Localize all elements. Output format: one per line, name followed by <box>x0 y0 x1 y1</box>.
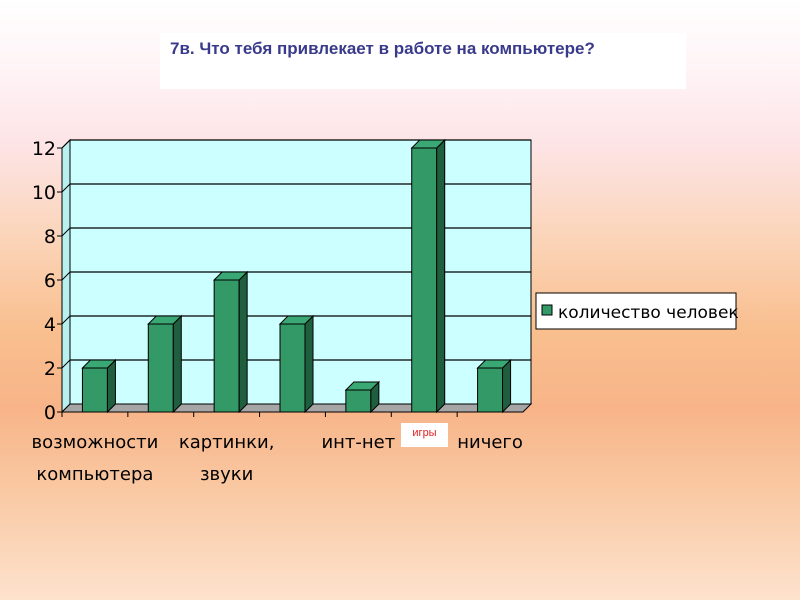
bar <box>147 323 174 413</box>
y-tick-label: 2 <box>44 358 56 380</box>
bar-side <box>106 358 116 414</box>
bar-side <box>238 270 248 414</box>
gridline-side <box>61 183 71 193</box>
bar-top <box>147 315 183 325</box>
category-label: картинки, <box>179 432 275 453</box>
bar-top <box>344 381 381 391</box>
bar-top <box>476 359 512 369</box>
bar-top <box>410 139 446 149</box>
gridline-side <box>61 359 71 369</box>
legend-label: количество человек <box>558 303 739 323</box>
y-tick-label: 10 <box>32 182 56 204</box>
gridline-side <box>61 139 71 149</box>
bar <box>213 279 240 413</box>
bar-top <box>81 359 117 369</box>
page-title: 7в. Что тебя привлекает в работе на комп… <box>170 39 595 58</box>
bar-side <box>502 358 512 414</box>
y-tick-label: 6 <box>44 270 56 292</box>
gridline-side <box>61 315 71 325</box>
title-box: 7в. Что тебя привлекает в работе на комп… <box>160 33 686 89</box>
bar-top <box>212 271 249 281</box>
bar <box>81 367 108 413</box>
bar-side <box>172 314 182 414</box>
legend-swatch <box>541 304 553 316</box>
y-tick-label: 12 <box>32 138 56 160</box>
category-label: возможности <box>31 432 158 453</box>
y-tick-label: 4 <box>44 314 56 336</box>
y-tick-label: 0 <box>44 402 56 424</box>
bar-top <box>278 315 315 325</box>
legend-box <box>535 292 737 330</box>
category-label-line2: звуки <box>200 464 253 485</box>
bar <box>411 147 438 413</box>
category-label-line2: компьютера <box>36 464 153 485</box>
bar <box>279 323 306 413</box>
y-tick-label: 8 <box>44 226 56 248</box>
gridline-side <box>61 227 71 237</box>
category-label: инт-нет <box>321 432 395 453</box>
category-label: ничего <box>457 432 523 453</box>
bar <box>477 367 504 413</box>
bar-side <box>304 314 314 414</box>
bar <box>345 389 372 413</box>
bar-side <box>436 138 446 414</box>
gridline-side <box>61 271 71 281</box>
callout-label: игры <box>401 423 448 447</box>
